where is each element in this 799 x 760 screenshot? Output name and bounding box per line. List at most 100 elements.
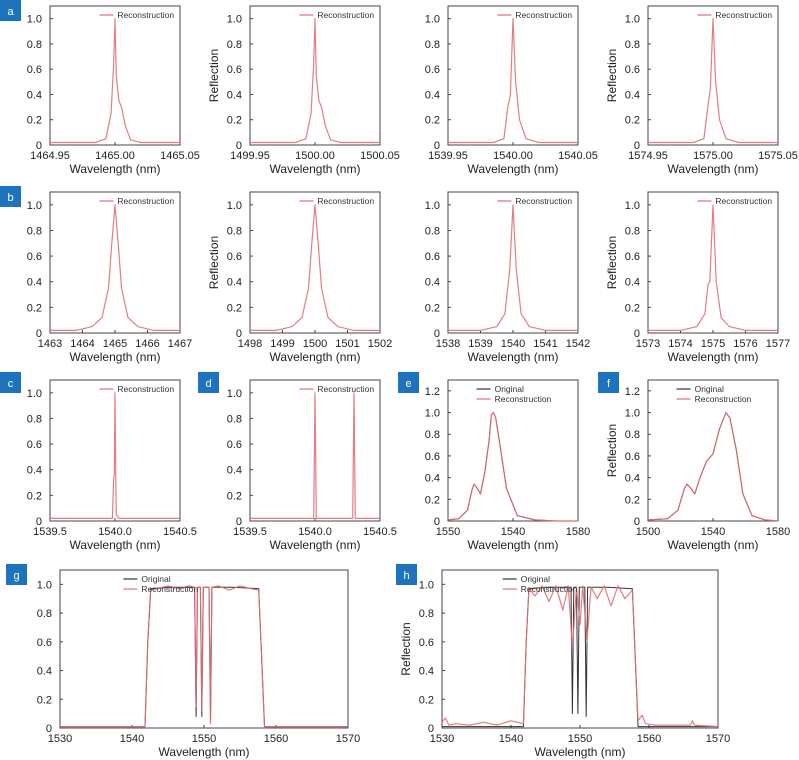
y-tick-label: 0.8 [625, 429, 640, 441]
panel-a4: 0 0.2 0.4 0.6 0.8 1.0 1574.95 1575.00 1575.05Wav… [605, 5, 798, 176]
y-tick-label: 1.0 [625, 408, 640, 420]
y-tick-label: 0 [36, 516, 42, 528]
panel-label: e [405, 378, 411, 390]
legend-label: Reconstruction [695, 394, 752, 404]
x-tick-label: 1574 [668, 338, 692, 350]
y-tick-label: 0.2 [425, 302, 440, 314]
y-tick-label: 0.4 [625, 473, 640, 485]
y-tick-label: 0.6 [37, 637, 52, 649]
panel-label-badge [198, 372, 219, 393]
x-tick-label: 1502 [368, 338, 392, 350]
y-tick-label: 0.8 [227, 225, 242, 237]
x-tick-label: 1550 [436, 526, 460, 538]
x-axis-label: Wavelength (nm) [668, 350, 759, 364]
y-axis-label: Reflection [399, 622, 413, 675]
y-tick-label: 0.4 [227, 465, 242, 477]
y-tick-label: 0.2 [625, 302, 640, 314]
x-tick-label: 1464.95 [30, 150, 70, 162]
x-axis-label: Wavelength (nm) [468, 162, 559, 176]
panel-a: 0 0.2 0.4 0.6 0.8 1.0 1464.95 1465.00 1465.05Wav… [0, 0, 200, 176]
x-tick-label: 1530 [430, 733, 454, 745]
y-tick-label: 1.0 [227, 200, 242, 212]
panel-label: g [13, 570, 19, 582]
x-tick-label: 1574.95 [628, 150, 668, 162]
x-tick-label: 1540.5 [163, 526, 197, 538]
y-tick-label: 0 [46, 723, 52, 735]
y-tick-label: 0.4 [425, 473, 440, 485]
series-line-reconstruction [648, 18, 778, 144]
panel-f: 0 0.2 0.4 0.6 0.8 1.0 1.2 1500 1540 1580 Wavelengt… [598, 372, 790, 552]
y-tick-label: 0.8 [425, 429, 440, 441]
plot-frame [249, 191, 381, 334]
y-tick-label: 0.4 [37, 666, 52, 678]
y-tick-label: 0.4 [625, 89, 640, 101]
x-tick-label: 1570 [706, 733, 730, 745]
y-tick-label: 1.2 [625, 386, 640, 398]
x-tick-label: 1539 [468, 338, 492, 350]
x-tick-label: 1465.00 [95, 150, 135, 162]
panel-b: 0 0.2 0.4 0.6 0.8 1.0 1463 1464 1465 1466 1467 Wave… [0, 186, 192, 364]
y-tick-label: 0.6 [625, 251, 640, 263]
y-tick-label: 0.6 [227, 439, 242, 451]
panel-d: 0 0.2 0.4 0.6 0.8 1.0 1539.5 1540.0 1540.5Wavele… [198, 372, 397, 552]
legend-label: Reconstruction [515, 196, 572, 206]
series-line-reconstruction [250, 392, 380, 520]
x-tick-label: 1575.00 [693, 150, 733, 162]
x-tick-label: 1540 [701, 526, 725, 538]
y-tick-label: 1.0 [625, 200, 640, 212]
y-tick-label: 0 [428, 723, 434, 735]
series-line-reconstruction [60, 585, 348, 728]
panel-b4: 0 0.2 0.4 0.6 0.8 1.0 1573 1574 1575 1576 1577 Wave… [605, 191, 790, 364]
panel-h: 0 0.2 0.4 0.6 0.8 1.0 1530 1540 1550 1560 1570 Wave… [396, 564, 730, 759]
y-tick-label: 0.2 [37, 694, 52, 706]
x-tick-label: 1575.05 [758, 150, 798, 162]
x-axis-label: Wavelength (nm) [70, 162, 161, 176]
y-tick-label: 0 [36, 140, 42, 152]
x-tick-label: 1465 [103, 338, 127, 350]
x-axis-label: Wavelength (nm) [159, 745, 250, 759]
legend-label: Reconstruction [521, 584, 578, 594]
x-axis-label: Wavelength (nm) [668, 538, 759, 552]
legend-label: Original [521, 574, 550, 584]
y-tick-label: 0.4 [425, 277, 440, 289]
legend-label: Original [695, 384, 724, 394]
panel-label-badge [398, 372, 419, 393]
y-tick-label: 1.0 [425, 14, 440, 26]
x-tick-label: 1538 [436, 338, 460, 350]
x-tick-label: 1464 [70, 338, 94, 350]
y-tick-label: 0 [634, 140, 640, 152]
x-tick-label: 1463 [38, 338, 62, 350]
panel-c: 0 0.2 0.4 0.6 0.8 1.0 1539.5 1540.0 1540.5Wavele… [0, 372, 197, 552]
panel-label: f [607, 378, 611, 390]
y-tick-label: 0.4 [227, 277, 242, 289]
x-tick-label: 1500 [636, 526, 660, 538]
x-tick-label: 1570 [336, 733, 360, 745]
x-tick-label: 1540.5 [363, 526, 397, 538]
y-tick-label: 0.8 [425, 225, 440, 237]
x-tick-label: 1500.00 [295, 150, 335, 162]
x-tick-label: 1500.05 [360, 150, 400, 162]
legend-label: Reconstruction [117, 10, 174, 20]
x-tick-label: 1539.5 [233, 526, 267, 538]
y-tick-label: 0 [634, 328, 640, 340]
legend-label: Reconstruction [117, 384, 174, 394]
plot-frame [49, 191, 181, 334]
legend-label: Reconstruction [515, 10, 572, 20]
x-tick-label: 1580 [566, 526, 590, 538]
y-tick-label: 0.6 [425, 451, 440, 463]
y-tick-label: 1.0 [27, 388, 42, 400]
series-line-original [442, 586, 718, 728]
x-tick-label: 1540 [120, 733, 144, 745]
y-tick-label: 0.8 [227, 413, 242, 425]
y-tick-label: 0.2 [227, 490, 242, 502]
y-axis-label: Reflection [605, 236, 619, 289]
x-axis-label: Wavelength (nm) [70, 538, 161, 552]
y-tick-label: 0.8 [425, 39, 440, 51]
panel-label-badge [0, 186, 21, 207]
x-tick-label: 1539.95 [428, 150, 468, 162]
y-tick-label: 1.0 [425, 200, 440, 212]
legend-label: Reconstruction [715, 196, 772, 206]
x-tick-label: 1550 [192, 733, 216, 745]
x-tick-label: 1540 [501, 338, 525, 350]
